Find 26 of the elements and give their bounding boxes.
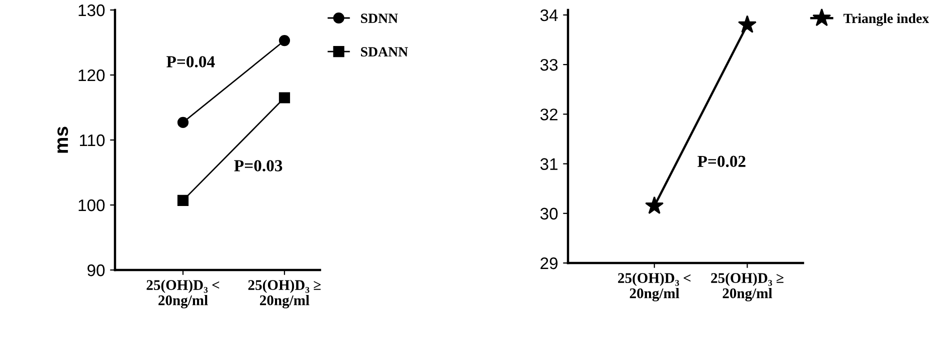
y-tick-label: 33 bbox=[540, 58, 558, 71]
y-tick-label: 130 bbox=[78, 4, 105, 16]
annotation: P=0.03 bbox=[234, 160, 282, 172]
legend-label: SDANN bbox=[361, 47, 408, 57]
y-axis-title: ms bbox=[57, 126, 68, 153]
y-tick-label: 29 bbox=[540, 257, 558, 270]
legend-label: Triangle index bbox=[843, 13, 929, 26]
y-tick-label: 110 bbox=[80, 134, 105, 146]
x-tick-label: 25(OH)D₃ ≥ 20ng/ml bbox=[248, 280, 321, 308]
point bbox=[278, 92, 290, 104]
y-tick-label: 120 bbox=[78, 69, 105, 82]
y-tick-label: 100 bbox=[78, 199, 105, 212]
legend-label: SDNN bbox=[361, 14, 398, 23]
annotation: P=0.04 bbox=[166, 56, 215, 68]
x-tick-label: 25(OH)D₃ < 20ng/ml bbox=[618, 272, 690, 302]
x-tick-label: 25(OH)D₃ < 20ng/ml bbox=[146, 280, 220, 308]
y-tick-label: 30 bbox=[540, 208, 558, 220]
y-tick-label: 31 bbox=[540, 158, 558, 170]
x-tick-label: 25(OH)D₃ ≥ 20ng/ml bbox=[711, 272, 784, 302]
y-tick-label: 32 bbox=[540, 108, 558, 120]
y-tick-label: 90 bbox=[88, 264, 105, 276]
y-tick-label: 34 bbox=[540, 9, 558, 22]
annotation: P=0.02 bbox=[698, 156, 746, 168]
point bbox=[177, 116, 189, 128]
point bbox=[278, 34, 290, 46]
point bbox=[177, 194, 189, 206]
